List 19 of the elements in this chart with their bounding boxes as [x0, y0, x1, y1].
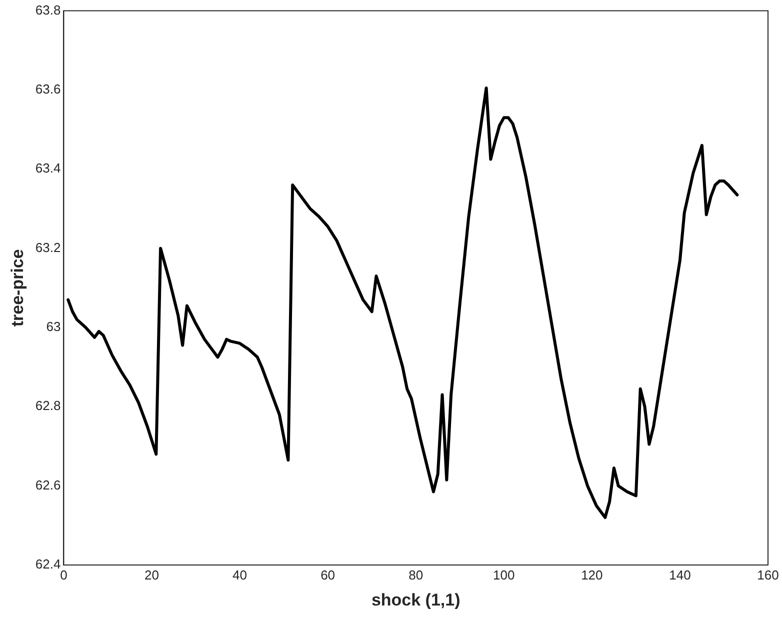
x-tick-label: 140 [669, 567, 691, 582]
x-tick-label: 0 [60, 567, 68, 582]
x-tick-label: 160 [757, 567, 779, 582]
y-tick-label: 63.6 [35, 82, 61, 97]
y-tick-label: 62.4 [35, 556, 61, 572]
y-tick-label: 63.8 [35, 2, 61, 18]
y-tick-label: 63.2 [35, 240, 61, 255]
x-tick-label: 20 [144, 567, 159, 582]
x-tick-label: 100 [493, 567, 515, 582]
y-tick-label: 63 [46, 319, 61, 334]
x-tick-label: 60 [320, 567, 336, 582]
y-tick-label: 62.6 [35, 477, 61, 492]
y-tick-label: 62.8 [35, 398, 61, 414]
y-axis-title: tree-price [8, 249, 27, 327]
x-tick-label: 120 [581, 567, 603, 582]
x-tick-label: 40 [232, 567, 248, 582]
y-tick-label: 63.4 [35, 160, 61, 176]
x-tick-label: 80 [408, 567, 424, 582]
x-axis-title: shock (1,1) [371, 590, 460, 610]
